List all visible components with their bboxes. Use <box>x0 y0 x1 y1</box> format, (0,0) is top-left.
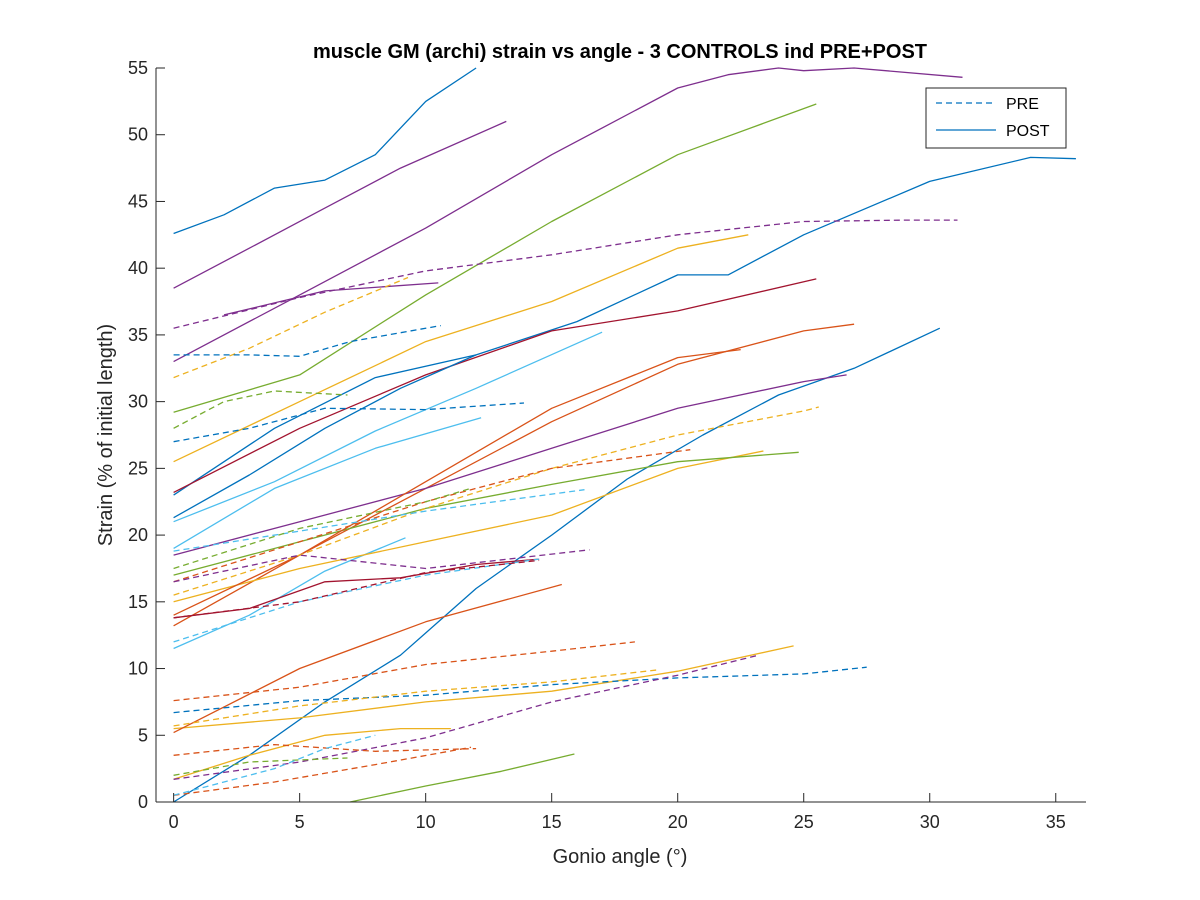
series-line-pre-24 <box>173 276 409 379</box>
y-tick-label: 0 <box>138 792 148 812</box>
y-tick-label: 35 <box>128 325 148 345</box>
x-tick-label: 35 <box>1046 812 1066 832</box>
series-line-pre-38 <box>173 757 348 776</box>
y-tick-label: 45 <box>128 191 148 211</box>
series-line-pre-30 <box>173 489 585 552</box>
y-tick-label: 40 <box>128 258 148 278</box>
series-line-pre-42 <box>173 559 540 619</box>
legend-box <box>925 87 1067 149</box>
y-tick-label: 50 <box>128 125 148 145</box>
y-tick-label: 5 <box>138 725 148 745</box>
series-line-pre-35 <box>173 669 658 727</box>
y-tick-label: 30 <box>128 392 148 412</box>
x-axis-label: Gonio angle (°) <box>553 846 688 868</box>
series-line-post-4 <box>173 234 749 463</box>
series-line-post-2 <box>173 67 963 363</box>
y-tick-label: 25 <box>128 458 148 478</box>
series-line-post-9 <box>173 278 817 493</box>
series-line-post-11 <box>349 753 575 803</box>
series-line-pre-31 <box>173 549 590 583</box>
series-line-post-19 <box>173 354 477 519</box>
x-tick-label: 5 <box>295 812 305 832</box>
series-line-pre-37 <box>173 743 477 756</box>
series-line-post-15 <box>173 450 764 603</box>
series-line-post-1 <box>173 120 507 289</box>
y-tick-label: 15 <box>128 592 148 612</box>
series-line-post-18 <box>173 451 799 576</box>
axes-layer <box>155 68 1086 803</box>
y-tick-label: 10 <box>128 659 148 679</box>
series-line-pre-23 <box>173 219 958 329</box>
series-line-post-17 <box>173 417 482 549</box>
series-line-post-8 <box>173 374 847 556</box>
series-line-pre-25 <box>173 324 441 357</box>
series-line-post-7 <box>173 327 941 803</box>
y-axis-label: Strain (% of initial length) <box>95 324 117 546</box>
x-tick-label: 0 <box>169 812 179 832</box>
legend-post-label: POST <box>1006 123 1050 140</box>
series-line-pre-28 <box>173 406 819 596</box>
series-line-post-20 <box>223 282 439 316</box>
series-line-pre-40 <box>173 734 376 796</box>
x-tick-label: 20 <box>668 812 688 832</box>
legend: PRE POST <box>925 87 1067 149</box>
legend-pre-label: PRE <box>1006 96 1039 113</box>
series-line-pre-33 <box>173 641 635 702</box>
plot-area <box>156 68 1086 802</box>
series-line-post-3 <box>173 103 817 413</box>
series-line-pre-39 <box>173 746 472 796</box>
series-line-post-12 <box>173 583 562 734</box>
x-tick-label: 15 <box>542 812 562 832</box>
y-tick-label: 20 <box>128 525 148 545</box>
series-line-post-13 <box>173 331 603 523</box>
series-line-pre-36 <box>173 654 759 780</box>
series-line-post-22 <box>173 727 451 780</box>
x-tick-label: 25 <box>794 812 814 832</box>
ticks-layer: 0 5 10 15 20 25 30 35 0 5 10 15 20 25 30 35 40 45 50 55 <box>128 58 1066 832</box>
series-line-post-0 <box>173 67 477 235</box>
series-line-pre-41 <box>173 487 472 570</box>
series-line-pre-34 <box>173 666 867 714</box>
x-tick-label: 30 <box>920 812 940 832</box>
series-line-pre-26 <box>173 402 525 443</box>
series-line-pre-27 <box>173 390 348 429</box>
series-line-post-10 <box>173 645 794 730</box>
chart-title: muscle GM (archi) strain vs angle - 3 CO… <box>313 41 927 63</box>
x-tick-label: 10 <box>416 812 436 832</box>
series-line-post-21 <box>173 348 741 616</box>
y-tick-label: 55 <box>128 58 148 78</box>
series-layer <box>173 67 1076 803</box>
